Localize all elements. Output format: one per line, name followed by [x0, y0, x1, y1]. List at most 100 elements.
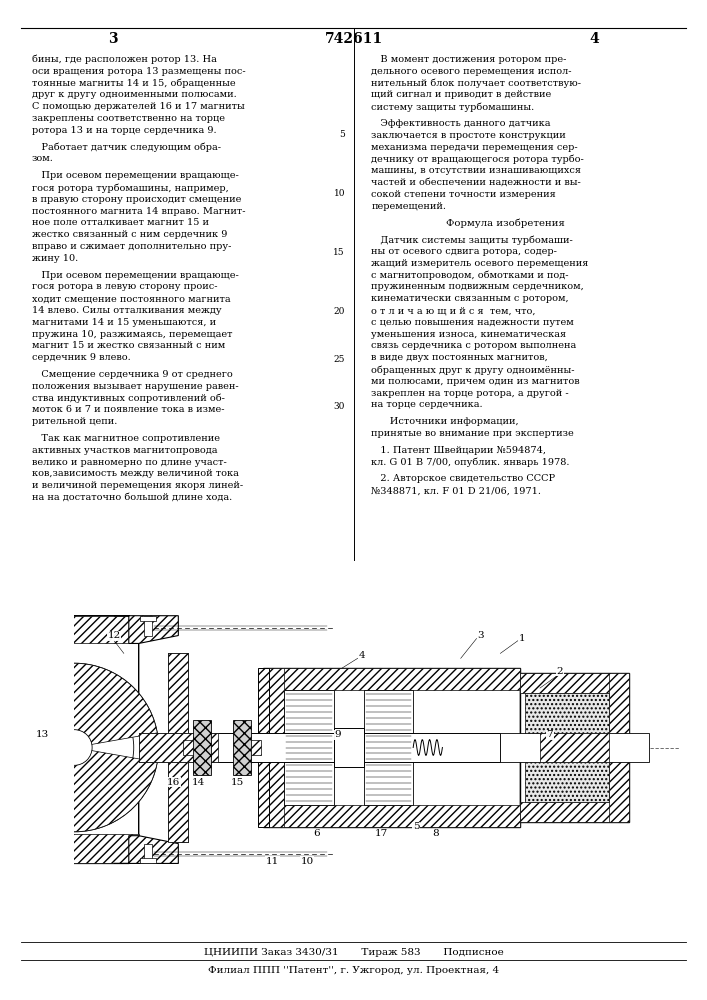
Text: с магнитопроводом, обмотками и под-: с магнитопроводом, обмотками и под- — [371, 271, 568, 280]
Bar — [257, 668, 269, 827]
Text: тоянные магниты 14 и 15, обращенные: тоянные магниты 14 и 15, обращенные — [32, 79, 235, 88]
Text: дельного осевого перемещения испол-: дельного осевого перемещения испол- — [371, 67, 572, 76]
Text: на на достаточно большой длине хода.: на на достаточно большой длине хода. — [32, 493, 232, 502]
Bar — [168, 653, 188, 842]
Text: механизма передачи перемещения сер-: механизма передачи перемещения сер- — [371, 143, 578, 152]
Text: в виде двух постоянных магнитов,: в виде двух постоянных магнитов, — [371, 353, 548, 362]
Text: жину 10.: жину 10. — [32, 254, 78, 263]
Text: 30: 30 — [334, 402, 345, 411]
Text: 25: 25 — [334, 355, 345, 364]
Text: С помощью держателей 16 и 17 магниты: С помощью держателей 16 и 17 магниты — [32, 102, 245, 111]
Wedge shape — [0, 748, 157, 832]
Bar — [609, 673, 629, 822]
Polygon shape — [114, 616, 178, 643]
Bar — [233, 720, 251, 775]
Bar — [262, 668, 520, 690]
Text: 11: 11 — [266, 857, 279, 866]
Text: Филиал ППП ''Патент'', г. Ужгород, ул. Проектная, 4: Филиал ППП ''Патент'', г. Ужгород, ул. П… — [208, 966, 499, 975]
Text: бины, где расположен ротор 13. На: бины, где расположен ротор 13. На — [32, 55, 216, 64]
Text: 10: 10 — [334, 189, 345, 198]
Text: В момент достижения ротором пре-: В момент достижения ротором пре- — [371, 55, 566, 64]
Text: сердечник 9 влево.: сердечник 9 влево. — [32, 353, 131, 362]
Text: №348871, кл. F 01 D 21/06, 1971.: №348871, кл. F 01 D 21/06, 1971. — [371, 486, 541, 495]
Text: систему защиты турбомашины.: систему защиты турбомашины. — [371, 102, 534, 112]
Text: вправо и сжимает дополнительно пру-: вправо и сжимает дополнительно пру- — [32, 242, 231, 251]
Text: в правую сторону происходит смещение: в правую сторону происходит смещение — [32, 195, 241, 204]
Text: гося ротора турбомашины, например,: гося ротора турбомашины, например, — [32, 183, 228, 193]
Bar — [520, 673, 629, 822]
Text: пружина 10, разжимаясь, перемещает: пружина 10, разжимаясь, перемещает — [32, 330, 233, 339]
Text: 10: 10 — [300, 857, 314, 866]
Text: 1: 1 — [519, 634, 525, 643]
Text: 4: 4 — [589, 32, 599, 46]
Text: жестко связанный с ним сердечник 9: жестко связанный с ним сердечник 9 — [32, 230, 227, 239]
Text: Работает датчик следующим обра-: Работает датчик следующим обра- — [32, 143, 221, 152]
Bar — [42, 834, 139, 863]
Text: велико и равномерно по длине участ-: велико и равномерно по длине участ- — [32, 458, 226, 467]
Polygon shape — [49, 624, 126, 856]
Circle shape — [0, 663, 158, 832]
Text: Источники информации,: Источники информации, — [371, 417, 519, 426]
Bar — [363, 690, 413, 805]
Text: 15: 15 — [231, 778, 245, 787]
Text: При осевом перемещении вращающе-: При осевом перемещении вращающе- — [32, 271, 238, 280]
Text: 8: 8 — [433, 829, 439, 838]
Bar — [501, 733, 649, 762]
Text: 9: 9 — [334, 730, 341, 739]
Bar — [262, 668, 520, 827]
Polygon shape — [114, 836, 178, 863]
Bar — [42, 616, 139, 643]
Text: ства индуктивных сопротивлений об-: ства индуктивных сопротивлений об- — [32, 394, 225, 403]
Bar — [139, 733, 218, 762]
Text: закреплены соответственно на торце: закреплены соответственно на торце — [32, 114, 225, 123]
Text: 7: 7 — [547, 730, 553, 739]
Text: 3: 3 — [477, 631, 484, 640]
Text: кл. G 01 B 7/00, опублик. январь 1978.: кл. G 01 B 7/00, опублик. январь 1978. — [371, 458, 570, 467]
Bar — [140, 616, 156, 621]
Text: 2. Авторское свидетельство СССР: 2. Авторское свидетельство СССР — [371, 474, 555, 483]
Text: и величиной перемещения якоря линей-: и величиной перемещения якоря линей- — [32, 481, 243, 490]
Text: пружиненным подвижным сердечником,: пружиненным подвижным сердечником, — [371, 282, 584, 291]
Text: 17: 17 — [375, 829, 388, 838]
Text: 20: 20 — [334, 307, 345, 316]
Bar — [525, 693, 609, 802]
Text: моток 6 и 7 и появление тока в изме-: моток 6 и 7 и появление тока в изме- — [32, 405, 224, 414]
Bar — [144, 844, 151, 863]
Text: щий сигнал и приводит в действие: щий сигнал и приводит в действие — [371, 90, 551, 99]
Text: магнитами 14 и 15 уменьшаются, и: магнитами 14 и 15 уменьшаются, и — [32, 318, 216, 327]
Text: оси вращения ротора 13 размещены пос-: оси вращения ротора 13 размещены пос- — [32, 67, 245, 76]
Text: 2: 2 — [556, 667, 563, 676]
Text: ходит смещение постоянного магнита: ходит смещение постоянного магнита — [32, 294, 230, 303]
Text: 3: 3 — [108, 32, 118, 46]
Bar — [284, 690, 334, 805]
Text: положения вызывает нарушение равен-: положения вызывает нарушение равен- — [32, 382, 238, 391]
Bar — [251, 740, 261, 755]
Polygon shape — [42, 616, 139, 863]
Bar — [140, 858, 156, 863]
Text: 6: 6 — [314, 829, 320, 838]
Bar — [168, 653, 188, 842]
Text: Датчик системы защиты турбомаши-: Датчик системы защиты турбомаши- — [371, 235, 573, 245]
Text: дечнику от вращающегося ротора турбо-: дечнику от вращающегося ротора турбо- — [371, 154, 584, 164]
Text: на торце сердечника.: на торце сердечника. — [371, 400, 483, 409]
Text: сокой степени точности измерения: сокой степени точности измерения — [371, 190, 556, 199]
Text: уменьшения износа, кинематическая: уменьшения износа, кинематическая — [371, 330, 566, 339]
Text: ротора 13 и на торце сердечника 9.: ротора 13 и на торце сердечника 9. — [32, 126, 216, 135]
Text: 12: 12 — [107, 631, 121, 640]
Text: 14 влево. Силы отталкивания между: 14 влево. Силы отталкивания между — [32, 306, 221, 315]
Text: 4: 4 — [358, 651, 365, 660]
Text: с целью повышения надежности путем: с целью повышения надежности путем — [371, 318, 574, 327]
Text: Формула изобретения: Формула изобретения — [446, 218, 565, 228]
Bar — [144, 616, 151, 636]
Text: обращенных друг к другу одноимённы-: обращенных друг к другу одноимённы- — [371, 365, 575, 375]
Circle shape — [15, 688, 134, 807]
Text: 15: 15 — [334, 248, 345, 257]
Text: о т л и ч а ю щ и й с я  тем, что,: о т л и ч а ю щ и й с я тем, что, — [371, 306, 536, 315]
Text: магнит 15 и жестко связанный с ним: магнит 15 и жестко связанный с ним — [32, 341, 225, 350]
Text: 14: 14 — [192, 778, 205, 787]
Bar — [183, 740, 193, 755]
Text: зом.: зом. — [32, 154, 54, 163]
Bar — [540, 733, 609, 762]
Text: 742611: 742611 — [325, 32, 382, 46]
Text: кинематически связанным с ротором,: кинематически связанным с ротором, — [371, 294, 569, 303]
